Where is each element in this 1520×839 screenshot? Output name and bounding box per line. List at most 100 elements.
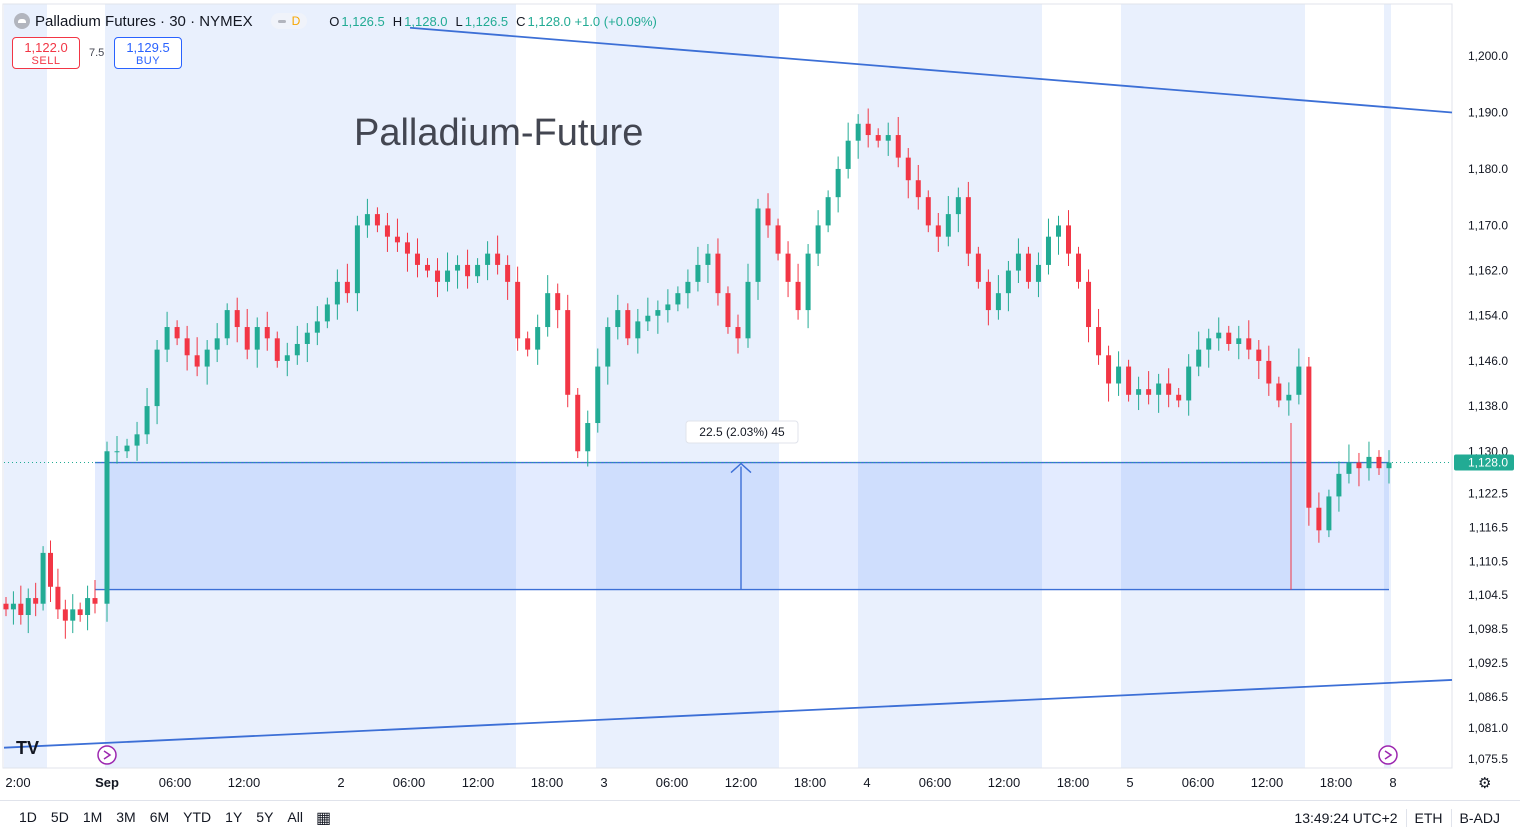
- session-band: [1384, 4, 1391, 768]
- candle-body: [294, 343, 300, 356]
- y-tick-label: 1,146.0: [1468, 354, 1508, 368]
- range-3m[interactable]: 3M: [116, 809, 136, 825]
- range-1y[interactable]: 1Y: [225, 809, 243, 825]
- candle-body: [1336, 473, 1342, 497]
- candle-body: [595, 366, 601, 424]
- buy-button[interactable]: 1,129.5 BUY: [114, 37, 182, 69]
- chart-title: Palladium-Future: [354, 112, 643, 154]
- clock[interactable]: 13:49:24 UTC+2: [1294, 810, 1398, 826]
- x-tick-label: 5: [1126, 775, 1133, 790]
- range-ytd[interactable]: YTD: [183, 809, 212, 825]
- session-band: [4, 4, 47, 768]
- ohlc-high-value: 1,128.0: [404, 13, 448, 29]
- sell-button[interactable]: 1,122.0 SELL: [12, 37, 80, 69]
- candle-body: [1326, 496, 1332, 531]
- price-chart[interactable]: 22.5 (2.03%) 45 Palladium-Future 1,200.0 1,…: [0, 0, 1520, 800]
- trendline: [409, 26, 1453, 114]
- x-tick-label: 06:00: [1182, 775, 1215, 790]
- x-tick-label: 2: [337, 775, 344, 790]
- range-all[interactable]: All: [287, 809, 303, 825]
- candle-body: [1356, 462, 1362, 469]
- candle-body: [354, 225, 360, 294]
- candle-body: [40, 552, 46, 604]
- candle-body: [184, 338, 190, 356]
- candle-body: [555, 293, 561, 311]
- range-6m[interactable]: 6M: [149, 809, 170, 825]
- candle-body: [745, 281, 751, 339]
- candle-body: [124, 445, 130, 452]
- candle-body: [204, 349, 210, 367]
- candle-body: [795, 281, 801, 311]
- cloud-icon: [14, 13, 30, 29]
- session-toggle[interactable]: ETH: [1414, 810, 1443, 826]
- x-tick-label: 3: [600, 775, 607, 790]
- candle-body: [264, 327, 270, 339]
- candle-body: [1035, 264, 1041, 282]
- range-1d[interactable]: 1D: [19, 809, 37, 825]
- y-tick-label: 1,138.0: [1468, 399, 1508, 413]
- symbol-header[interactable]: Palladium Futures · 30 · NYMEX D O 1,126.…: [14, 11, 665, 31]
- candle-body: [885, 135, 891, 141]
- candle-body: [615, 310, 621, 328]
- candle-body: [92, 598, 98, 604]
- candle-body: [835, 168, 841, 198]
- range-5d[interactable]: 5D: [50, 809, 69, 825]
- event-marker-glyph: [103, 750, 112, 760]
- candle-body: [865, 123, 871, 136]
- candle-body: [575, 394, 581, 452]
- candle-body: [735, 327, 741, 339]
- candle-body: [114, 451, 120, 453]
- x-tick-label: 06:00: [393, 775, 426, 790]
- candle-body: [805, 253, 811, 311]
- calendar-icon[interactable]: ▦: [316, 810, 332, 827]
- x-tick-label: 12:00: [725, 775, 758, 790]
- candle-body: [915, 180, 921, 198]
- y-tick-label: 1,092.5: [1468, 656, 1508, 670]
- spread-value: 7.5: [89, 47, 105, 59]
- symbol-title[interactable]: Palladium Futures · 30 · NYMEX: [35, 12, 253, 30]
- last-price-label: 1,128.0: [1468, 456, 1508, 470]
- candle-body: [855, 123, 861, 141]
- ohlc-values: O 1,126.5 H 1,128.0 L 1,126.5 C 1,128.0 +1.0…: [329, 14, 665, 29]
- candle-body: [465, 264, 471, 277]
- candle-body: [1045, 236, 1051, 265]
- sell-label: SELL: [31, 55, 61, 67]
- trendline: [3, 679, 1453, 749]
- candle-body: [1216, 332, 1222, 339]
- candle-body: [1316, 507, 1322, 531]
- buy-label: BUY: [135, 55, 161, 67]
- candle-body: [645, 315, 651, 322]
- session-band: [858, 4, 1042, 768]
- candle-body: [955, 197, 961, 215]
- candle-body: [144, 406, 150, 435]
- gear-icon[interactable]: ⚙: [1478, 775, 1492, 792]
- candle-body: [435, 270, 441, 282]
- data-status-pill[interactable]: D: [270, 13, 308, 29]
- y-tick-label: 1,081.0: [1468, 721, 1508, 735]
- candle-body: [485, 253, 491, 265]
- x-tick-label: 06:00: [159, 775, 192, 790]
- candle-body: [404, 242, 410, 254]
- candle-body: [62, 609, 68, 621]
- x-tick-label: 12:00: [228, 775, 261, 790]
- candle-body: [995, 293, 1001, 311]
- candle-body: [33, 598, 39, 604]
- range-1m[interactable]: 1M: [82, 809, 103, 825]
- candle-body: [274, 338, 280, 361]
- candle-body: [1236, 338, 1242, 344]
- adjust-toggle[interactable]: B-ADJ: [1459, 810, 1500, 826]
- candle-body: [1096, 327, 1102, 356]
- last-price-tag: [1454, 454, 1514, 471]
- tradingview-logo-icon[interactable]: TV: [16, 738, 40, 758]
- candle-body: [695, 264, 701, 282]
- price-range-arrow-head: [730, 462, 752, 474]
- candle-body: [765, 208, 771, 226]
- candle-body: [25, 598, 31, 616]
- divider: [1450, 809, 1452, 827]
- candle-body: [605, 327, 611, 367]
- y-tick-label: 1,170.0: [1468, 218, 1508, 232]
- x-tick-label: 8: [1389, 775, 1396, 790]
- range-5y[interactable]: 5Y: [256, 809, 274, 825]
- event-marker-icon: [97, 745, 117, 765]
- ohlc-low-key: L: [455, 13, 463, 29]
